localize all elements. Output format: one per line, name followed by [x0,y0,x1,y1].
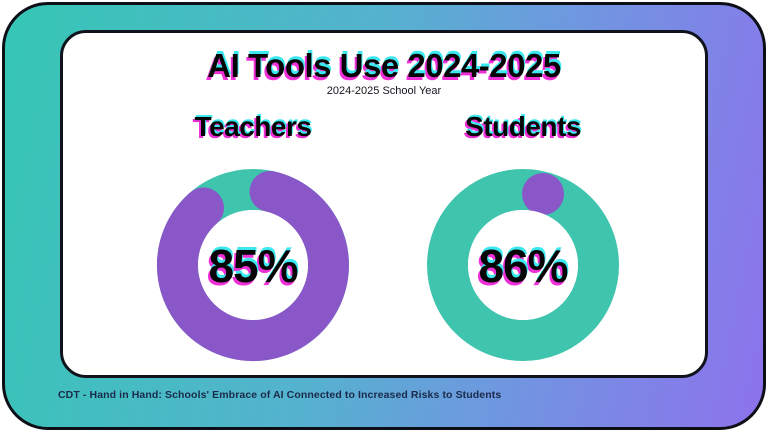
teachers-donut-hole [198,210,308,320]
teachers-percentage: 85% [208,240,298,292]
source-citation: CDT - Hand in Hand: Schools' Embrace of … [58,389,502,401]
content-card: AI Tools Use 2024-2025 2024-2025 School … [60,30,708,378]
students-donut-chart [427,169,619,361]
page-title: AI Tools Use 2024-2025 [207,47,561,84]
students-label: Students [465,111,581,142]
students-donut-remainder-dot [522,173,564,215]
teachers-donut-chart [156,169,349,361]
teachers-donut-value-arc [156,171,349,361]
students-donut-hole [468,210,578,320]
subtitle: 2024-2025 School Year [326,85,442,97]
teachers-label: Teachers [194,111,312,142]
students-percentage: 86% [478,240,568,292]
